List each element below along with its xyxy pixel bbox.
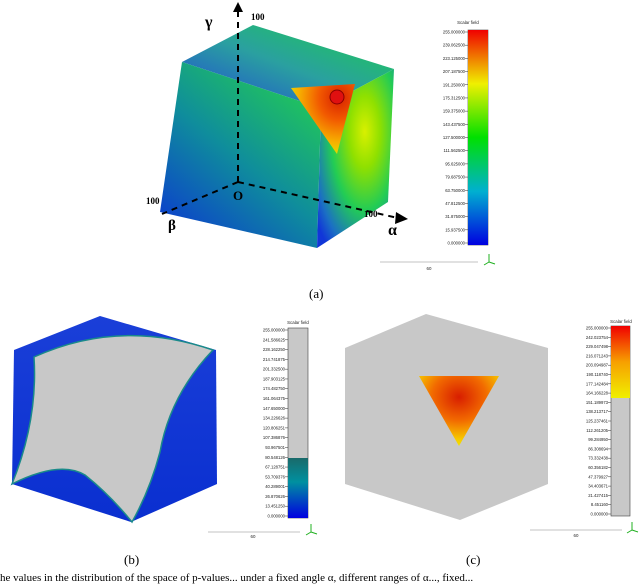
colorbar-a-tick-label: 239.062500: [443, 43, 466, 48]
colorbar-a-tick-label: 0.000000: [448, 241, 466, 246]
origin-label: O: [233, 188, 244, 203]
colorbar-c-ticks: 255.000000 242.023754 229.047498 216.071243…: [586, 326, 611, 517]
colorbar-c: Scalar field 255.000000 242.023754 229.047…: [530, 319, 639, 538]
colorbar-b-bottom-value: 60: [251, 534, 256, 539]
colorbar-a-tick-label: 95.625000: [445, 161, 465, 166]
colorbar-b-tick-label: 255.000000: [263, 328, 286, 333]
gamma-label: γ: [205, 14, 213, 31]
orientation-axes-c-icon: [626, 522, 639, 534]
colorbar-c-tick-label: 242.023754: [586, 335, 609, 340]
colorbar-c-bottom-value: 60: [574, 533, 579, 538]
beta-max-label: 100: [146, 196, 160, 206]
colorbar-b-tick-label: 80.548126: [265, 455, 285, 460]
colorbar-b-gradient: [288, 458, 308, 518]
caption-b: (b): [124, 552, 140, 567]
colorbar-a-tick-label: 63.750000: [445, 188, 465, 193]
colorbar-a-tick-label: 79.687500: [445, 175, 465, 180]
colorbar-a-tick-label: 127.500000: [443, 135, 466, 140]
alpha-label: α: [388, 222, 397, 239]
caption-a: (a): [309, 286, 324, 301]
colorbar-b-tick-label: 40.289001: [265, 484, 285, 489]
colorbar-a: Scalar field 255.000000 239.062500 223.125…: [380, 20, 496, 271]
colorbar-a-tick-label: 207.187500: [443, 69, 466, 74]
colorbar-c-tick-label: 8.451160: [591, 502, 609, 507]
colorbar-c-tick-label: 229.047498: [586, 344, 609, 349]
colorbar-c-tick-label: 21.427415: [588, 493, 608, 498]
colorbar-c-tick-label: 177.142484: [586, 381, 609, 386]
colorbar-c-tick-label: 34.403671: [588, 484, 608, 489]
colorbar-a-bottom-value: 60: [427, 266, 432, 271]
gray-region-b: [10, 334, 215, 524]
colorbar-b: Scalar field 255.000000 241.586625 228.162…: [208, 320, 318, 539]
colorbar-c-tick-label: 0.000000: [591, 512, 609, 517]
cube-left-face: [160, 62, 321, 248]
colorbar-a-tick-label: 143.437500: [443, 122, 466, 127]
colorbar-b-tick-label: 0.000000: [268, 514, 286, 519]
colorbar-a-gradient: [468, 30, 488, 245]
colorbar-c-tick-label: 151.189973: [586, 400, 609, 405]
alpha-axis: [237, 181, 399, 219]
colorbar-c-tick-label: 190.118740: [586, 372, 608, 377]
colorbar-c-tick-label: 60.356182: [588, 465, 608, 470]
colorbar-c-gradient: [611, 326, 630, 398]
colorbar-c-title: Scalar field: [610, 319, 632, 324]
hotspot-triangle-c: [419, 376, 499, 446]
colorbar-b-tick-label: 13.451250: [265, 504, 285, 509]
colorbar-a-tick-label: 111.562500: [443, 148, 465, 153]
colorbar-b-tick-label: 187.903125: [263, 376, 286, 381]
colorbar-b-tick-label: 120.806251: [263, 425, 286, 430]
gamma-max-label: 100: [251, 12, 265, 22]
colorbar-c-tick-label: 216.071243: [586, 353, 609, 358]
beta-label: β: [168, 218, 176, 234]
colorbar-a-tick-label: 223.125000: [443, 56, 466, 61]
colorbar-c-tick-label: 164.166228: [586, 391, 609, 396]
colorbar-b-tick-label: 107.386876: [263, 435, 286, 440]
panel-a: [160, 2, 408, 248]
colorbar-c-tick-label: 73.332438: [588, 456, 608, 461]
colorbar-c-tick-label: 138.213717: [586, 409, 609, 414]
gamma-arrowhead: [233, 2, 243, 12]
colorbar-b-tick-label: 93.967501: [265, 445, 285, 450]
caption-c: (c): [466, 552, 481, 567]
colorbar-b-tick-label: 214.741875: [263, 357, 286, 362]
alpha-max-label: 100: [364, 209, 378, 219]
colorbar-c-tick-label: 86.308694: [588, 446, 608, 451]
colorbar-c-tick-label: 255.000000: [586, 326, 609, 331]
max-point-marker: [329, 89, 345, 105]
figure-caption: he values in the distribution of the spa…: [0, 572, 474, 584]
beta-axis: [161, 181, 239, 215]
colorbar-a-ticks: 255.000000 239.062500 223.125000 207.187500…: [443, 30, 468, 246]
colorbar-b-tick-label: 26.870626: [265, 494, 285, 499]
colorbar-b-tick-label: 147.650000: [263, 406, 286, 411]
alpha-arrowhead: [395, 212, 408, 224]
colorbar-c-tick-label: 99.284950: [588, 437, 608, 442]
orientation-axes-b-icon: [305, 524, 318, 536]
colorbar-b-tick-label: 67.128751: [265, 465, 285, 470]
colorbar-b-tick-label: 174.482750: [263, 386, 286, 391]
colorbar-b-tick-label: 201.332500: [263, 367, 286, 372]
colorbar-c-tick-label: 112.261205: [586, 428, 608, 433]
orientation-axes-a-icon: [483, 254, 496, 266]
panel-b: [10, 316, 217, 524]
colorbar-a-tick-label: 31.875000: [445, 214, 465, 219]
panel-c: [345, 314, 548, 520]
colorbar-a-tick-label: 15.937500: [445, 227, 465, 232]
colorbar-c-tick-label: 203.094987: [586, 363, 609, 368]
colorbar-b-tick-label: 53.709376: [265, 474, 285, 479]
colorbar-a-tick-label: 191.250000: [443, 82, 466, 87]
colorbar-c-tick-label: 47.379927: [588, 474, 608, 479]
colorbar-c-tick-label: 125.237461: [586, 419, 609, 424]
colorbar-a-tick-label: 159.375000: [443, 109, 466, 114]
colorbar-b-title: Scalar field: [287, 320, 309, 325]
colorbar-a-title: Scalar field: [457, 20, 479, 25]
colorbar-b-tick-label: 161.064375: [263, 396, 286, 401]
colorbar-a-tick-label: 255.000000: [443, 30, 466, 35]
colorbar-b-tick-label: 241.586625: [263, 337, 286, 342]
colorbar-a-tick-label: 47.812500: [445, 201, 465, 206]
colorbar-a-tick-label: 175.312500: [443, 95, 466, 100]
colorbar-b-tick-label: 134.226626: [263, 416, 286, 421]
colorbar-b-tick-label: 228.162250: [263, 347, 286, 352]
colorbar-b-ticks: 255.000000 241.586625 228.162250 214.741875…: [263, 328, 288, 519]
